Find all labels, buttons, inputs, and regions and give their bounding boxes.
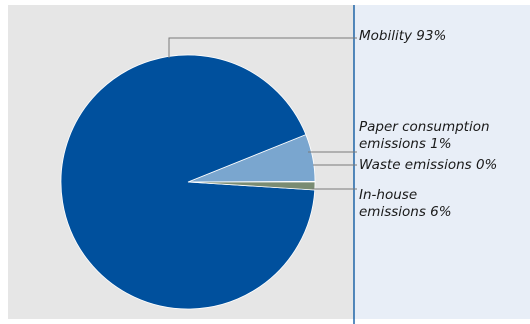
slice-label-line: In-house xyxy=(359,187,417,203)
slice-label-line: emissions 6% xyxy=(359,204,452,220)
slice-label-line: emissions 1% xyxy=(359,136,452,152)
slice-label-in-house-emissions: In-house emissions 6% xyxy=(359,187,452,220)
slice-label-mobility: Mobility 93% xyxy=(359,28,446,44)
slice-label-line: Waste emissions 0% xyxy=(359,157,497,173)
pie-slices xyxy=(60,54,316,310)
leader-line-mobility xyxy=(168,37,357,58)
label-panel-background xyxy=(354,5,530,319)
leader-lines xyxy=(168,37,357,190)
pie-slice-mobility xyxy=(60,54,316,310)
slice-label-paper-consumption-emissions: Paper consumption emissions 1% xyxy=(359,119,490,152)
slice-label-waste-emissions: Waste emissions 0% xyxy=(359,157,497,173)
pie-slice-paper-consumption-emissions xyxy=(187,181,316,191)
slice-label-line: Paper consumption xyxy=(359,119,490,135)
slice-label-line: Mobility 93% xyxy=(359,28,446,44)
slice-labels: Mobility 93% Paper consumption emissions 1… xyxy=(359,28,497,220)
